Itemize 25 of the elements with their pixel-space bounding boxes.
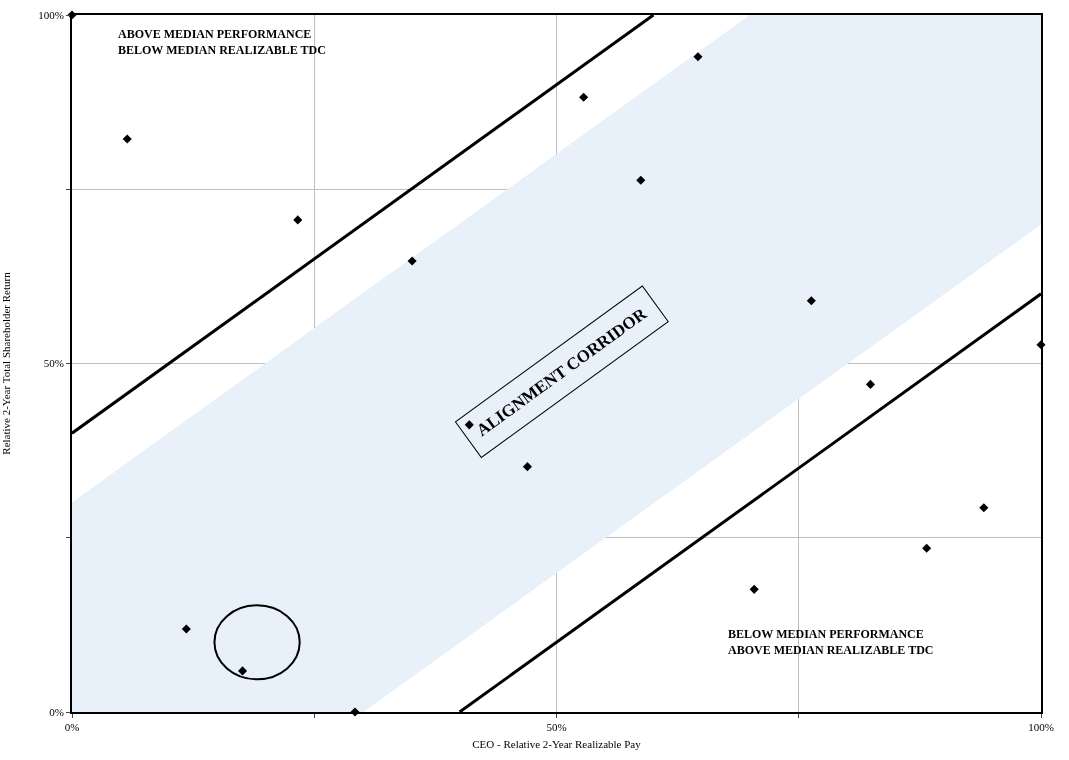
point: [181, 624, 191, 634]
x-tick-label: 0%: [64, 721, 80, 734]
x-axis-title: CEO - Relative 2-Year Realizable Pay: [472, 737, 642, 750]
point: [464, 420, 474, 430]
point: [693, 52, 703, 62]
point: [636, 175, 646, 185]
point: [579, 92, 589, 102]
point: [979, 503, 989, 513]
y-tick-label: 0%: [49, 705, 64, 718]
y-tick-label: 100%: [38, 8, 64, 21]
point: [865, 379, 876, 389]
y-tick-label: 50%: [43, 357, 64, 370]
y-axis-title: Relative 2-Year Total Shareholder Return: [0, 271, 12, 455]
x-tick-label: 100%: [1028, 721, 1054, 734]
point: [407, 256, 417, 266]
point: [122, 134, 132, 144]
point: [922, 543, 932, 553]
point: [806, 296, 816, 306]
point: [749, 584, 759, 594]
point: [293, 215, 303, 225]
annotation: ABOVE MEDIAN PERFORMANCE BELOW MEDIAN REALIZABLE TDC: [118, 27, 326, 57]
point: [522, 462, 532, 472]
x-tick-label: 50%: [546, 721, 567, 734]
point: [237, 666, 248, 676]
annotation: BELOW MEDIAN PERFORMANCE ABOVE MEDIAN REALIZABLE TDC: [728, 627, 934, 657]
